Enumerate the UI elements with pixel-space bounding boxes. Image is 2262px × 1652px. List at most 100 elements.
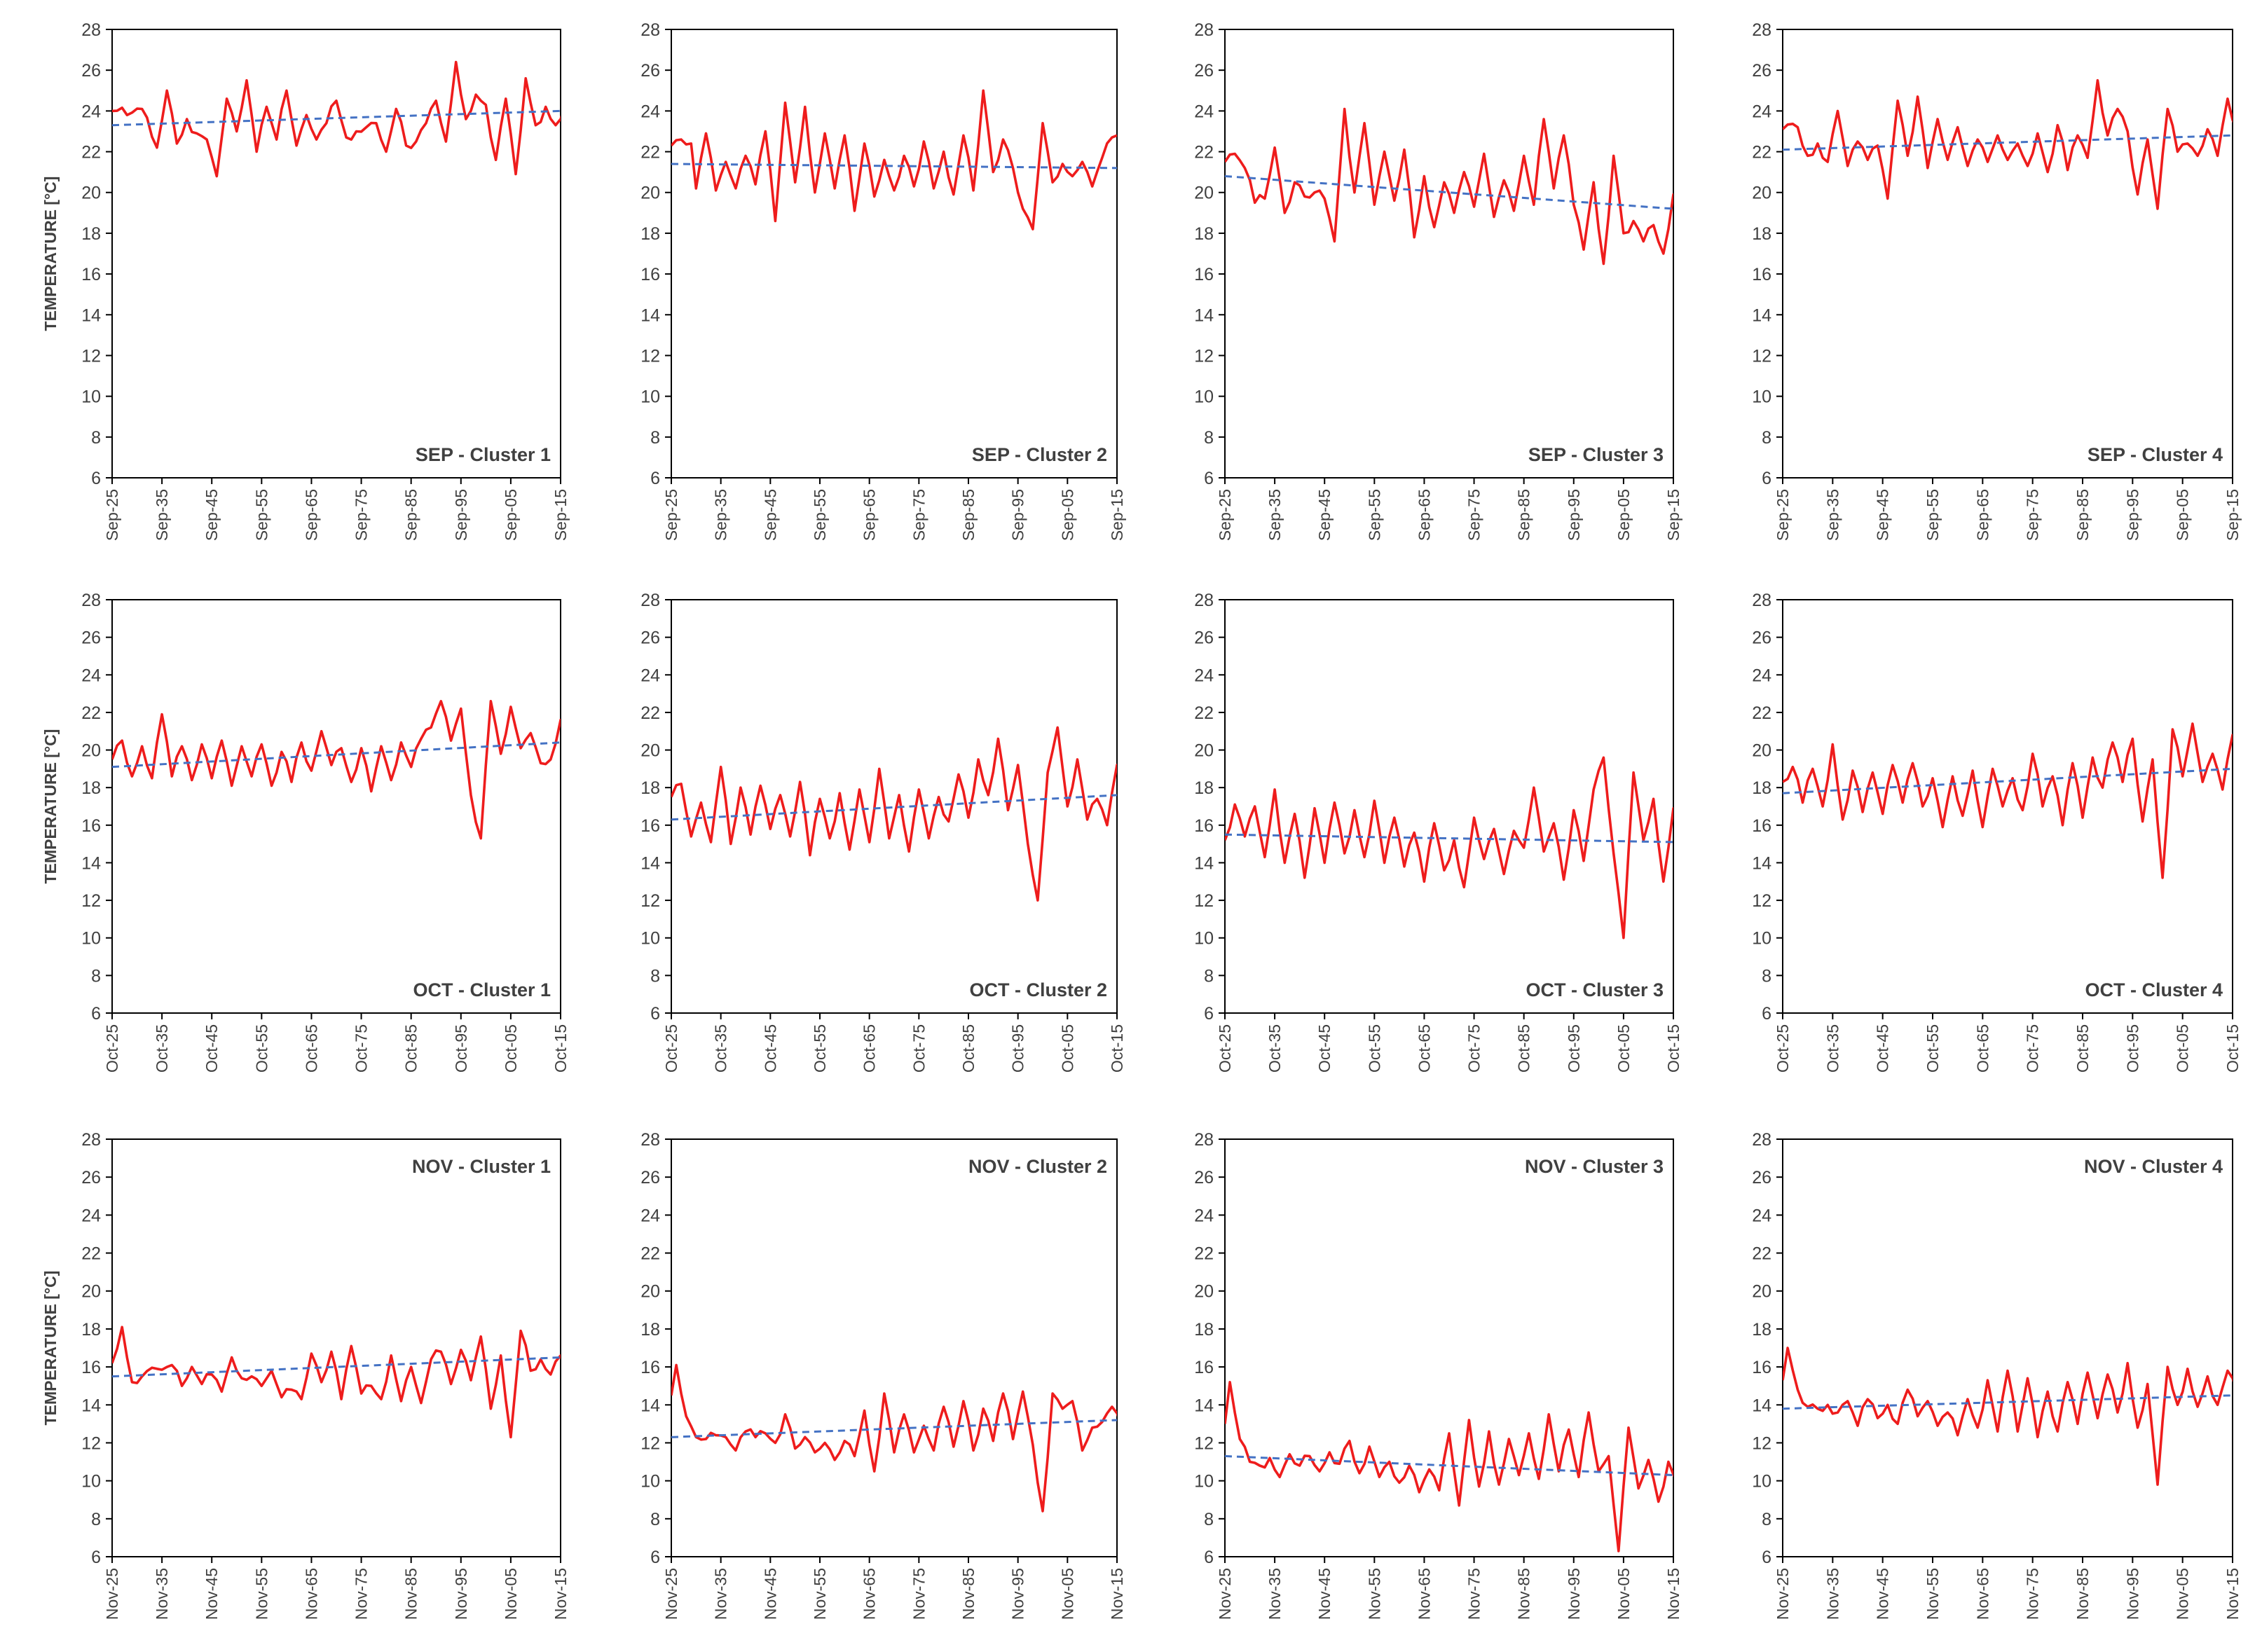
y-tick-label: 26 — [640, 1168, 660, 1188]
trend-line — [671, 794, 1117, 821]
y-tick-label: 20 — [1194, 184, 1214, 203]
x-tick-label: Oct-35 — [712, 1024, 730, 1073]
x-tick-label: Sep-55 — [811, 489, 829, 541]
y-tick-label: 8 — [1204, 966, 1214, 986]
x-tick-label: Nov-45 — [203, 1568, 221, 1620]
x-tick-label: Sep-55 — [1924, 489, 1942, 541]
x-tick-label: Nov-85 — [1515, 1568, 1533, 1620]
x-tick-label: Oct-15 — [551, 1024, 570, 1073]
x-tick-label: Nov-05 — [502, 1568, 520, 1620]
temperature-series-line — [671, 1363, 1117, 1513]
x-tick-label: Sep-95 — [1009, 489, 1027, 541]
y-tick-label: 22 — [640, 703, 660, 723]
chart-svg: 6 8 10 12 14 16 18 20 22 24 26 28 Nov-25 Nov-35 Nov-45… — [1752, 1130, 2242, 1620]
y-tick-label: 6 — [1762, 1004, 1771, 1024]
y-tick-label: 24 — [640, 1206, 660, 1225]
y-tick-label: 24 — [1194, 102, 1214, 121]
plot-frame — [671, 29, 1118, 479]
y-tick-label: 16 — [1752, 265, 1771, 284]
temperature-series-line — [1783, 78, 2233, 210]
chart-svg: 6 8 10 12 14 16 18 20 22 24 26 28 Sep-25 Sep-35 Sep-45… — [1194, 20, 1682, 541]
x-tick-label: Sep-45 — [761, 489, 779, 541]
x-tick-label: Nov-15 — [2223, 1568, 2242, 1620]
y-tick-label: 18 — [81, 1320, 101, 1340]
plot-frame — [111, 1138, 561, 1557]
x-tick-label: Sep-05 — [502, 489, 520, 541]
x-tick-label: Oct-55 — [252, 1024, 270, 1073]
y-tick-label: 18 — [1194, 224, 1214, 244]
x-tick-label: Oct-45 — [1874, 1024, 1892, 1073]
temperature-series-line — [671, 89, 1117, 230]
x-tick-label: Sep-95 — [452, 489, 470, 541]
x-tick-label: Oct-95 — [2123, 1024, 2141, 1073]
plot-frame — [1224, 1138, 1674, 1557]
x-tick-label: Sep-95 — [2123, 489, 2141, 541]
y-tick-label: 28 — [1194, 20, 1214, 40]
x-tick-label: Nov-55 — [1924, 1568, 1942, 1620]
x-tick-label: Nov-25 — [1216, 1568, 1234, 1620]
y-tick-label: 12 — [640, 891, 660, 911]
plot-frame — [111, 599, 561, 1014]
y-tick-label: 26 — [640, 61, 660, 81]
chart-svg: 6 8 10 12 14 16 18 20 22 24 26 28 Nov-25 Nov-35 Nov-45… — [1194, 1130, 1682, 1620]
x-tick-label: Nov-65 — [302, 1568, 320, 1620]
y-tick-label: 24 — [81, 1206, 101, 1225]
x-tick-label: Nov-75 — [2024, 1568, 2042, 1620]
x-tick-label: Oct-55 — [1365, 1024, 1383, 1073]
x-tick-label: Oct-65 — [1973, 1024, 1992, 1073]
chart-svg: 6 8 10 12 14 16 18 20 22 24 26 28 Oct-25 Oct-35 Oct-45… — [640, 591, 1126, 1073]
x-tick-label: Sep-85 — [959, 489, 978, 541]
x-tick-label: Oct-95 — [452, 1024, 470, 1073]
y-tick-label: 20 — [1752, 1282, 1771, 1302]
x-tick-label: Oct-35 — [1823, 1024, 1842, 1073]
x-tick-label: Nov-95 — [452, 1568, 470, 1620]
y-tick-label: 18 — [1752, 778, 1771, 798]
y-axis-label: TEMPERATURE [°C] — [41, 177, 60, 331]
x-tick-label: Sep-45 — [1315, 489, 1334, 541]
x-tick-label: Nov-95 — [2123, 1568, 2141, 1620]
y-tick-label: 16 — [1752, 816, 1771, 836]
x-tick-label: Nov-45 — [761, 1568, 779, 1620]
y-tick-label: 6 — [650, 1548, 660, 1567]
x-tick-label: Nov-15 — [1108, 1568, 1126, 1620]
panel-label: SEP - Cluster 1 — [416, 444, 551, 465]
x-tick-label: Oct-25 — [1216, 1024, 1234, 1073]
x-tick-label: Sep-95 — [1565, 489, 1583, 541]
y-tick-label: 6 — [1204, 1548, 1214, 1567]
x-tick-label: Nov-05 — [1058, 1568, 1076, 1620]
x-tick-label: Nov-35 — [712, 1568, 730, 1620]
y-tick-label: 8 — [650, 1510, 660, 1529]
x-tick-label: Nov-35 — [1266, 1568, 1284, 1620]
y-tick-label: 8 — [650, 428, 660, 448]
y-tick-label: 26 — [1752, 1168, 1771, 1188]
x-tick-label: Sep-85 — [2074, 489, 2092, 541]
y-tick-label: 8 — [91, 428, 101, 448]
y-tick-label: 26 — [1194, 628, 1214, 648]
panel-label: OCT - Cluster 3 — [1526, 979, 1664, 1000]
chart-svg: 6 8 10 12 14 16 18 20 22 24 26 28 Nov-25 Nov-35 Nov-45… — [41, 1130, 570, 1620]
y-tick-label: 6 — [91, 1004, 101, 1024]
x-tick-label: Sep-75 — [1465, 489, 1483, 541]
y-tick-label: 10 — [81, 387, 101, 407]
chart-panel: 6 8 10 12 14 16 18 20 22 24 26 28 Nov-25 Nov-35 Nov-45… — [1120, 1130, 1685, 1652]
trend-line — [671, 1419, 1117, 1438]
y-tick-label: 22 — [81, 703, 101, 723]
y-tick-label: 10 — [1752, 929, 1771, 949]
y-tick-label: 26 — [1752, 61, 1771, 81]
x-tick-label: Oct-35 — [1266, 1024, 1284, 1073]
x-tick-label: Nov-05 — [1615, 1568, 1633, 1620]
y-tick-label: 18 — [81, 778, 101, 798]
y-tick-label: 22 — [1752, 703, 1771, 723]
y-tick-label: 16 — [640, 1358, 660, 1377]
y-tick-label: 20 — [1752, 184, 1771, 203]
y-tick-label: 28 — [1194, 1130, 1214, 1150]
panel-label: NOV - Cluster 3 — [1525, 1156, 1664, 1177]
x-tick-label: Nov-15 — [551, 1568, 570, 1620]
y-tick-label: 20 — [1194, 741, 1214, 761]
panel-label: OCT - Cluster 1 — [413, 979, 551, 1000]
y-tick-label: 12 — [81, 891, 101, 911]
trend-line — [112, 1356, 561, 1378]
x-tick-label: Nov-75 — [1465, 1568, 1483, 1620]
y-tick-label: 12 — [1752, 346, 1771, 366]
